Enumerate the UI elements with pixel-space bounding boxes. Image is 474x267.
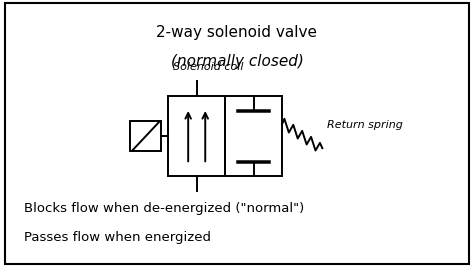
Text: (normally closed): (normally closed) (171, 54, 303, 69)
Bar (168, 96, 225, 176)
Text: Blocks flow when de-energized ("normal"): Blocks flow when de-energized ("normal") (24, 202, 304, 215)
Text: Return spring: Return spring (327, 120, 403, 131)
Text: 2-way solenoid valve: 2-way solenoid valve (156, 25, 318, 40)
Bar (225, 96, 282, 176)
Text: Solenoid coil: Solenoid coil (173, 62, 244, 72)
Text: Passes flow when energized: Passes flow when energized (24, 231, 211, 244)
Bar (130, 121, 161, 151)
